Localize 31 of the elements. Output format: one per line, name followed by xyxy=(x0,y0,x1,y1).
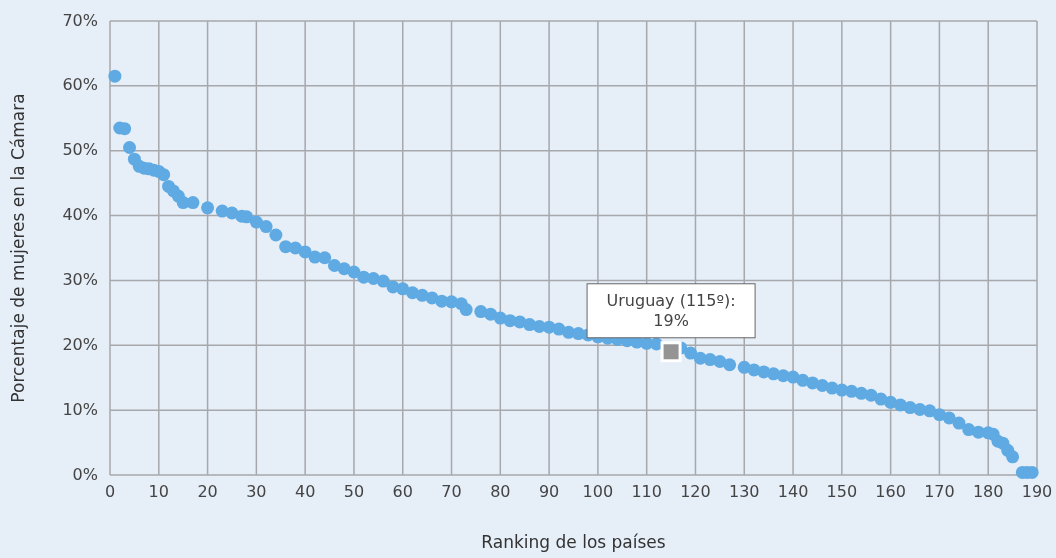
x-tick-label: 40 xyxy=(294,482,316,501)
x-tick-label: 130 xyxy=(728,482,760,501)
y-axis-title: Porcentaje de mujeres en la Cámara xyxy=(8,93,28,403)
x-tick-label: 60 xyxy=(392,482,413,501)
x-tick-label: 120 xyxy=(680,482,711,501)
y-tick-label: 40% xyxy=(62,205,98,225)
x-tick-label: 170 xyxy=(924,482,955,501)
y-tick-label: 30% xyxy=(62,269,98,289)
y-tick-label: 60% xyxy=(62,75,98,95)
x-tick-label: 140 xyxy=(777,482,809,501)
x-tick-label: 190 xyxy=(1021,482,1053,501)
x-tick-label: 30 xyxy=(246,482,267,501)
x-tick-label: 20 xyxy=(197,482,218,501)
x-tick-label: 100 xyxy=(582,482,614,501)
x-axis-title: Ranking de los países xyxy=(481,532,666,552)
x-tick-label: 50 xyxy=(343,482,365,501)
x-tick-label: 110 xyxy=(631,482,662,501)
x-tick-label: 10 xyxy=(148,482,169,501)
x-tick-label: 80 xyxy=(490,482,511,501)
x-tick-label: 90 xyxy=(538,482,560,501)
y-tick-label: 50% xyxy=(62,140,98,160)
annotation: Uruguay (115º): 19% xyxy=(606,290,736,330)
x-tick-label: 160 xyxy=(875,482,906,501)
y-tick-label: 70% xyxy=(62,10,98,30)
x-tick-label: 180 xyxy=(972,482,1004,501)
x-tick-label: 70 xyxy=(441,482,462,501)
y-tick-label: 20% xyxy=(62,334,98,354)
y-tick-label: 10% xyxy=(62,399,98,419)
x-tick-label: 150 xyxy=(826,482,858,501)
x-tick-label: 0 xyxy=(104,482,116,501)
y-tick-label: 0% xyxy=(72,464,98,484)
